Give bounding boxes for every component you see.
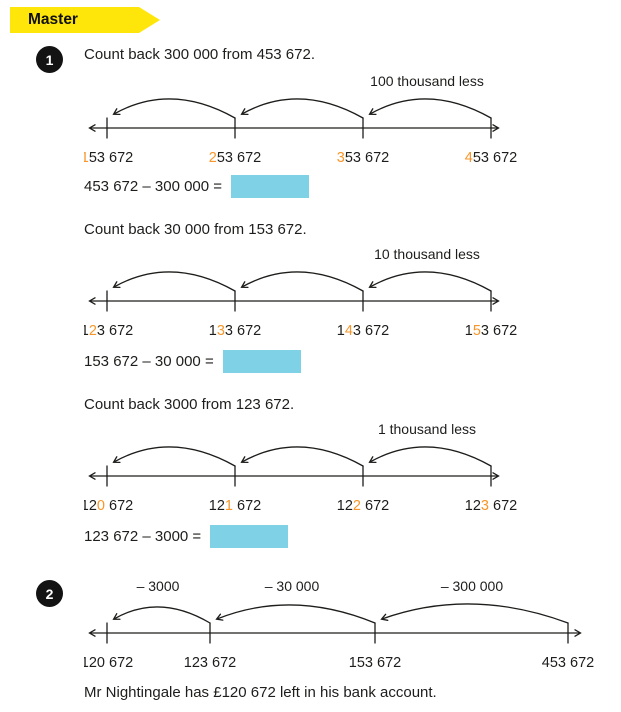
tick-label: 123 672 [184,655,236,671]
answer-box-2[interactable] [222,349,301,373]
jump-arc [368,446,492,467]
tick-label: 133 672 [209,323,261,339]
jump-amount-label-3: – 300 000 [441,578,503,594]
tick-label: 153 672 [84,150,133,166]
jump-label-3: 1 thousand less [378,421,476,437]
number-line-3: 1 thousand less 120 672 121 672 122 672 … [84,421,517,514]
tick-label: 153 672 [349,655,401,671]
tick-label: 153 672 [465,323,517,339]
number-line-1: 100 thousand less 153 672 253 672 353 67… [84,73,517,166]
jump-amount-label-2: – 30 000 [265,578,320,594]
tick-label: 453 672 [542,655,594,671]
jump-arc [240,271,364,292]
instruction-1: Count back 300 000 from 453 672. [84,46,315,63]
equation-row-1: 453 672 – 300 000 = [84,174,310,198]
tick-label: 123 672 [84,323,133,339]
jump-amount-label-1: – 3000 [137,578,180,594]
jump-arc [380,603,569,624]
tick-label: 120 672 [84,498,133,514]
answer-box-1[interactable] [231,174,310,198]
jump-arc [112,446,236,467]
tick-label: 143 672 [337,323,389,339]
equation-text-1: 453 672 – 300 000 = [84,177,223,195]
instruction-2: Count back 30 000 from 153 672. [84,221,307,238]
master-banner-label: Master [28,11,78,28]
tick-label: 453 672 [465,150,517,166]
jump-arc [112,98,236,119]
jump-label-1: 100 thousand less [370,73,484,89]
equation-text-3: 123 672 – 3000 = [84,527,202,545]
tick-label: 353 672 [337,150,389,166]
tick-label: 120 672 [84,655,133,671]
jump-arc [240,98,364,119]
tick-label: 122 672 [337,498,389,514]
tick-label: 123 672 [465,498,517,514]
equation-text-2: 153 672 – 30 000 = [84,352,214,370]
number-line-4: – 3000 – 30 000 – 300 000 120 672 123 67… [84,578,594,671]
question-1-number: 1 [45,51,54,68]
jump-arc [112,606,211,624]
instruction-3: Count back 3000 from 123 672. [84,396,295,413]
jump-arc [368,98,492,119]
jump-arc [240,446,364,467]
equation-row-2: 153 672 – 30 000 = [84,349,301,373]
equation-row-3: 123 672 – 3000 = [84,524,289,548]
question-2-caption: Mr Nightingale has £120 672 left in his … [84,684,437,701]
question-1-badge: 1 [36,46,63,73]
answer-box-3[interactable] [210,524,289,548]
jump-label-2: 10 thousand less [374,246,480,262]
jump-arc [215,604,376,624]
question-2-badge: 2 [36,580,63,607]
tick-label: 121 672 [209,498,261,514]
tick-label: 253 672 [209,150,261,166]
jump-arc [112,271,236,292]
master-banner: Master [10,7,160,33]
jump-arc [368,271,492,292]
question-2-number: 2 [45,585,54,602]
number-line-2: 10 thousand less 123 672 133 672 143 672… [84,246,517,339]
